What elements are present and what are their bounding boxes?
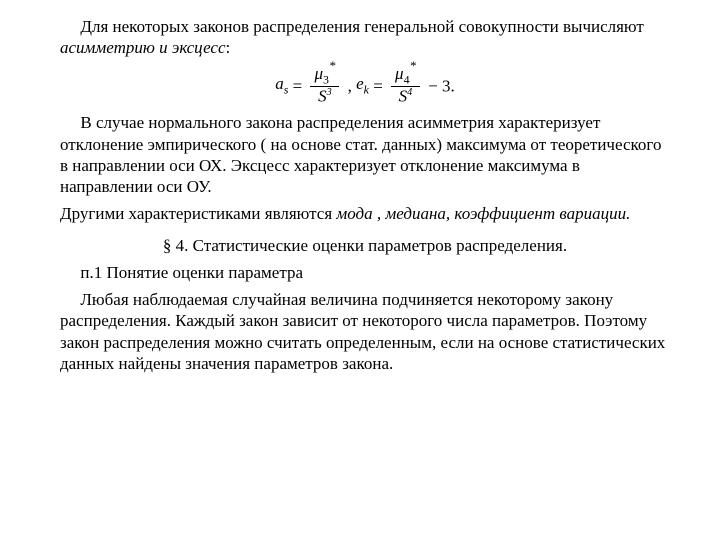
explanation-paragraph: В случае нормального закона распределени… (60, 112, 670, 197)
text: Для некоторых законов распределения гене… (80, 17, 643, 36)
document-page: Для некоторых законов распределения гене… (0, 0, 720, 400)
formula-text: , (348, 76, 357, 95)
text: Другими характеристиками являются (60, 204, 336, 223)
section-heading: § 4. Статистические оценки параметров ра… (60, 235, 670, 256)
fraction-ek: μ4* S4 (391, 65, 420, 107)
formula-text: ek (356, 74, 369, 93)
formula-text: = (293, 76, 307, 95)
formula-text: as (275, 74, 288, 93)
numerator: μ3* (310, 65, 339, 87)
subsection-heading: п.1 Понятие оценки параметра (60, 262, 670, 283)
denominator: S4 (391, 87, 420, 106)
term-asymmetry-excess: асимметрию и эксцесс (60, 38, 226, 57)
terms-list: мода , медиана, коэффициент вариации. (336, 204, 630, 223)
formula-text: = (373, 76, 387, 95)
numerator: μ4* (391, 65, 420, 87)
denominator: S3 (310, 87, 339, 106)
other-characteristics-paragraph: Другими характеристиками являются мода ,… (60, 203, 670, 224)
fraction-as: μ3* S3 (310, 65, 339, 107)
formula-text: − 3. (428, 76, 455, 95)
body-paragraph: Любая наблюдаемая случайная величина под… (60, 289, 670, 374)
text: : (226, 38, 231, 57)
formula-block: as = μ3* S3 , ek = μ4* S4 − 3. (60, 65, 670, 107)
intro-paragraph: Для некоторых законов распределения гене… (60, 16, 670, 59)
